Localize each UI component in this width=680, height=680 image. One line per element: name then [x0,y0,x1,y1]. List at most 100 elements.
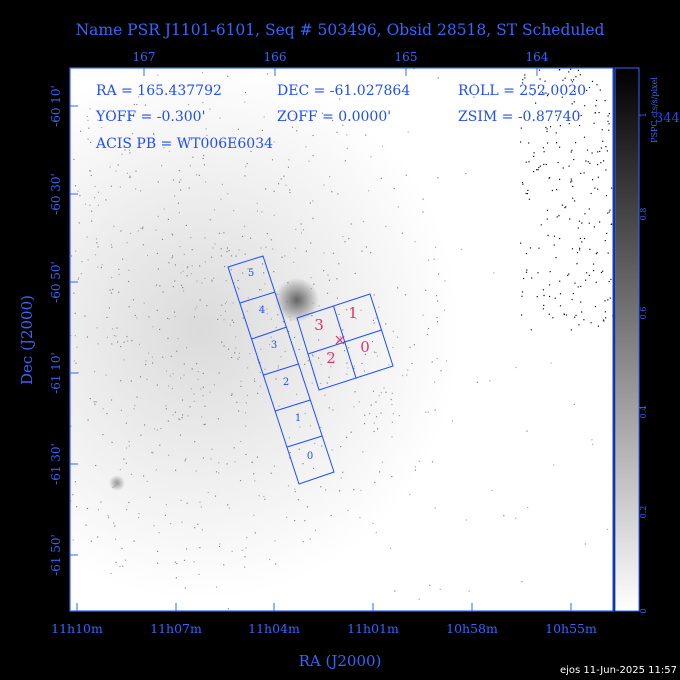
noise-dot [183,290,185,292]
noise-dot [595,99,598,101]
noise-dot [153,525,155,527]
noise-dot [266,73,269,75]
noise-dot [559,146,561,148]
noise-dot [460,248,463,251]
left-tick-60-30: -60 30' [49,173,63,215]
noise-dot [241,235,244,237]
noise-dot [153,133,155,135]
noise-dot [167,337,169,339]
noise-dot [312,134,314,137]
noise-dot [546,128,548,130]
noise-dot [253,473,255,475]
noise-dot [570,178,572,180]
noise-dot [549,271,551,273]
noise-dot [542,308,544,310]
noise-dot [555,132,557,134]
noise-dot [123,341,125,343]
noise-dot [163,208,165,210]
noise-dot [77,278,79,280]
noise-dot [187,415,189,417]
noise-dot [574,200,576,202]
aimpoint-marker [335,335,345,345]
noise-dot [111,246,113,248]
noise-dot [542,92,544,94]
noise-dot [170,523,172,525]
noise-dot [587,161,589,163]
noise-dot [226,247,229,249]
noise-dot [225,280,227,282]
noise-dot [331,191,333,193]
noise-dot [375,531,377,534]
noise-dot [361,250,363,252]
noise-dot [89,108,91,110]
acis-s-chip-2: 2 [283,377,289,388]
noise-dot [121,153,123,155]
noise-dot [220,248,222,250]
noise-dot [180,179,182,181]
noise-dot [589,248,591,250]
noise-dot [288,437,291,439]
noise-dot [218,232,221,234]
noise-dot [221,304,223,306]
noise-dot [86,507,89,509]
noise-dot [391,403,393,406]
noise-dot [440,370,442,372]
noise-dot [260,348,262,350]
noise-dot [584,543,586,545]
noise-dot [336,131,338,133]
noise-dot [174,561,176,563]
noise-dot [220,146,222,148]
noise-dot [465,172,467,175]
noise-dot [270,318,272,320]
noise-dot [90,141,92,143]
noise-dot [174,411,176,413]
noise-dot [407,369,409,371]
noise-dot [533,171,535,173]
noise-dot [180,499,182,501]
noise-dot [231,394,233,396]
noise-dot [358,401,360,403]
noise-dot [113,225,115,227]
noise-dot [445,360,448,362]
noise-dot [378,306,380,308]
noise-dot [365,134,367,136]
noise-dot [86,115,88,118]
noise-dot [595,281,597,283]
noise-dot [299,426,301,428]
noise-dot [214,495,217,497]
noise-dot [245,402,247,404]
noise-dot [97,509,99,511]
noise-dot [182,270,184,272]
noise-dot [190,388,192,390]
noise-dot [593,270,595,272]
noise-dot [522,82,524,84]
noise-dot [237,279,239,282]
noise-dot [218,372,220,374]
noise-dot [226,250,228,253]
noise-dot [575,142,577,144]
noise-dot [275,563,277,565]
noise-dot [181,417,183,419]
noise-dot [109,166,111,168]
noise-dot [179,85,181,87]
noise-dot [354,391,356,393]
noise-dot [306,506,309,508]
noise-dot [294,247,296,249]
noise-dot [538,69,541,71]
noise-dot [151,451,153,453]
noise-dot [244,556,246,558]
noise-dot [97,119,99,121]
noise-dot [287,166,290,168]
noise-dot [300,223,302,225]
noise-dot [579,237,581,239]
noise-dot [73,292,75,294]
noise-dot [344,241,346,243]
noise-dot [244,175,246,177]
noise-dot [199,501,201,503]
noise-dot [223,345,225,347]
noise-dot [397,287,399,289]
noise-dot [370,252,372,254]
noise-dot [393,187,395,190]
noise-dot [246,163,248,165]
noise-dot [590,322,592,324]
